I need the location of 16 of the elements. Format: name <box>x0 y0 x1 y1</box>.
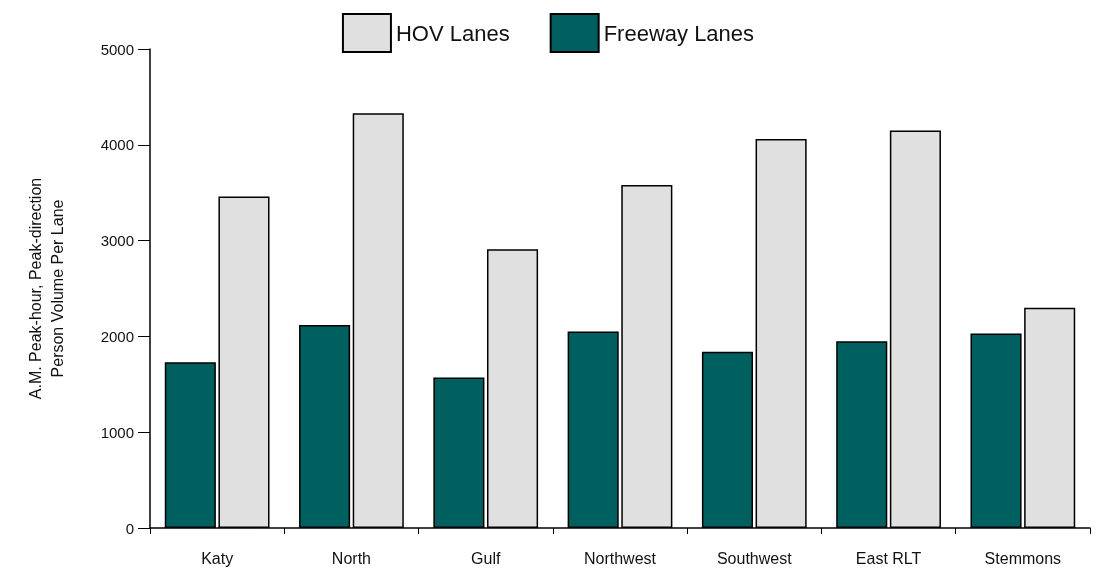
x-tick-label: Northwest <box>583 549 657 567</box>
x-tick-label: Southwest <box>716 549 793 567</box>
y-tick-label: 0 <box>125 519 134 537</box>
y-axis-title: A.M. Peak-hour, Peak-direction Person Volume Per Lane <box>26 177 66 400</box>
legend-label: Freeway Lanes <box>603 20 755 46</box>
y-tick-label: 1000 <box>100 423 134 441</box>
x-tick-label: Stemmons <box>984 549 1062 567</box>
y-tick-label: 4000 <box>100 136 134 154</box>
y-tick-label: 3000 <box>100 232 134 250</box>
x-tick-label: East RLT <box>855 549 922 567</box>
y-tick-label: 2000 <box>100 327 134 345</box>
legend-label: HOV Lanes <box>395 20 510 46</box>
y-tick-label: 5000 <box>100 40 134 58</box>
x-tick-label: Katy <box>201 549 234 567</box>
x-tick-label: Gulf <box>471 549 501 567</box>
x-tick-label: North <box>331 549 371 567</box>
